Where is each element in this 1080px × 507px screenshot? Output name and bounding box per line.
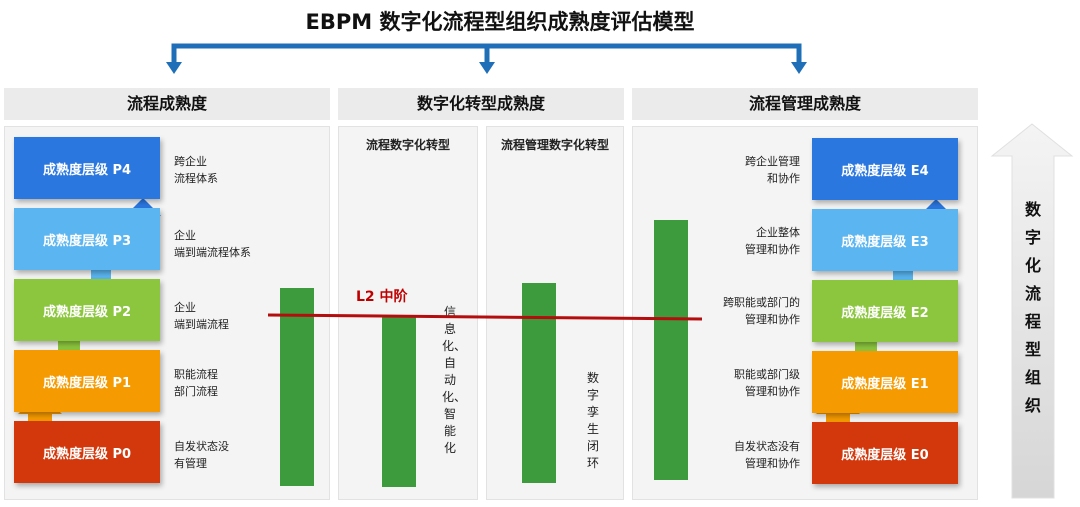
- bar-process-maturity: [280, 288, 314, 486]
- arrow-down-icon: [791, 62, 807, 74]
- l2-label: L2 中阶: [356, 289, 408, 305]
- subheader-process-digital: 流程数字化转型: [365, 138, 450, 152]
- e1-description: 职能或部门级 管理和协作: [734, 368, 800, 398]
- header-process-maturity: 流程成熟度: [4, 88, 330, 120]
- arrow-down-icon: [479, 62, 495, 74]
- connector-bracket: [166, 43, 807, 74]
- p4-description: 跨企业 流程体系: [174, 155, 218, 185]
- level-box-e2: 成熟度层级 E2: [812, 280, 958, 342]
- level-box-p2: 成熟度层级 P2: [14, 279, 160, 341]
- side-label: 数字化流程型组织: [1024, 200, 1041, 415]
- level-box-p3: 成熟度层级 P3: [14, 208, 160, 270]
- level-box-p4: 成熟度层级 P4: [14, 137, 160, 199]
- header-digital-maturity: 数字化转型成熟度: [338, 88, 624, 120]
- p0-description: 自发状态没 有管理: [174, 440, 229, 470]
- level-box-e4: 成熟度层级 E4: [812, 138, 958, 200]
- page-title: EBPM 数字化流程型组织成熟度评估模型: [305, 10, 695, 34]
- level-box-e0: 成熟度层级 E0: [812, 422, 958, 484]
- big-up-arrow-icon: [990, 123, 1074, 499]
- header-mgmt-maturity: 流程管理成熟度: [632, 88, 978, 120]
- e0-description: 自发状态没有 管理和协作: [734, 440, 800, 470]
- p1-description: 职能流程 部门流程: [174, 368, 218, 398]
- arrow-down-icon: [166, 62, 182, 74]
- bar-process-digital: [382, 316, 416, 487]
- level-box-e3: 成熟度层级 E3: [812, 209, 958, 271]
- bar-mgmt-maturity: [654, 220, 688, 480]
- p3-description: 企业 端到端流程体系: [174, 229, 251, 259]
- level-box-e1: 成熟度层级 E1: [812, 351, 958, 413]
- level-box-p1: 成熟度层级 P1: [14, 350, 160, 412]
- subheader-mgmt-digital: 流程管理数字化转型: [500, 138, 609, 152]
- vertical-text-twin: 数字孪生闭环: [586, 371, 599, 470]
- e4-description: 跨企业管理 和协作: [745, 155, 800, 185]
- p2-description: 企业 端到端流程: [174, 301, 229, 331]
- e3-description: 企业整体 管理和协作: [745, 226, 800, 256]
- e2-description: 跨职能或部门的 管理和协作: [723, 296, 800, 326]
- level-box-p0: 成熟度层级 P0: [14, 421, 160, 483]
